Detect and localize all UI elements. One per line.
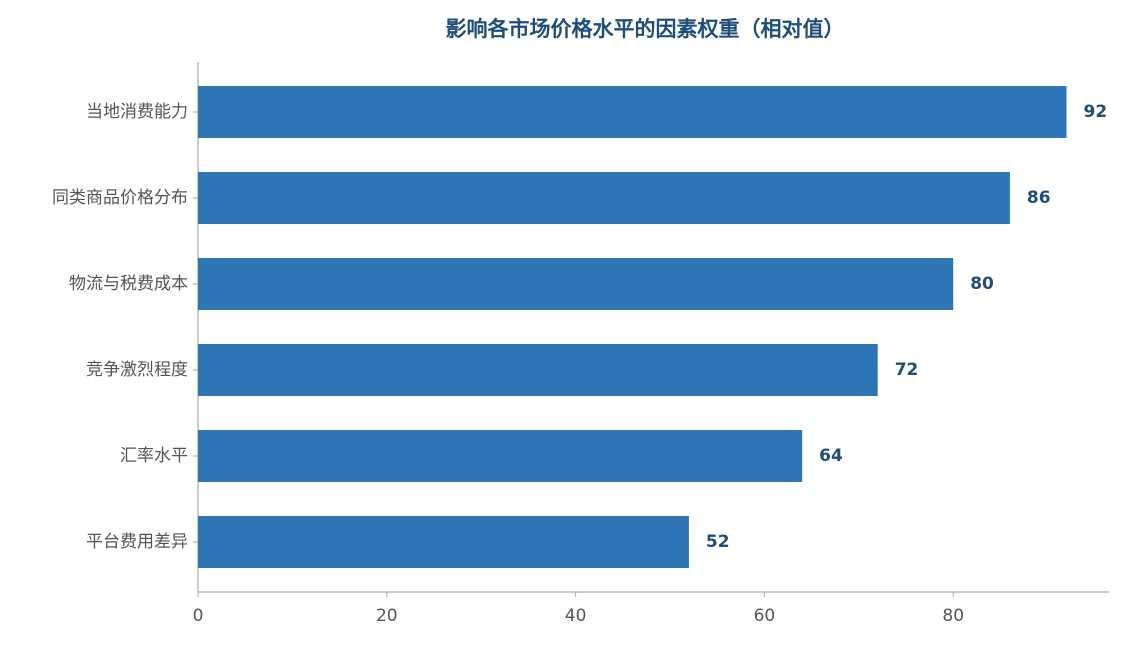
y-tick-label: 汇率水平: [120, 446, 188, 466]
y-tick-label: 平台费用差异: [86, 532, 188, 552]
y-tick-label: 当地消费能力: [86, 102, 188, 122]
value-label: 86: [1027, 188, 1051, 208]
bar: [198, 430, 803, 482]
value-label: 72: [895, 360, 919, 380]
y-tick-label: 同类商品价格分布: [52, 188, 188, 208]
value-label: 92: [1084, 102, 1108, 122]
bar: [198, 258, 954, 310]
bar: [198, 344, 878, 396]
x-tick-label: 60: [754, 606, 776, 626]
y-tick-label: 物流与税费成本: [69, 274, 188, 294]
x-tick-label: 80: [942, 606, 964, 626]
x-tick-label: 40: [565, 606, 587, 626]
x-tick-label: 20: [376, 606, 398, 626]
bar: [198, 516, 689, 568]
bar: [198, 86, 1067, 138]
value-label: 80: [970, 274, 994, 294]
y-tick-label: 竞争激烈程度: [86, 360, 188, 380]
value-label: 64: [819, 446, 843, 466]
value-label: 52: [706, 532, 730, 552]
bar: [198, 172, 1010, 224]
chart-title: 影响各市场价格水平的因素权重（相对值）: [446, 17, 845, 41]
x-tick-label: 0: [193, 606, 204, 626]
